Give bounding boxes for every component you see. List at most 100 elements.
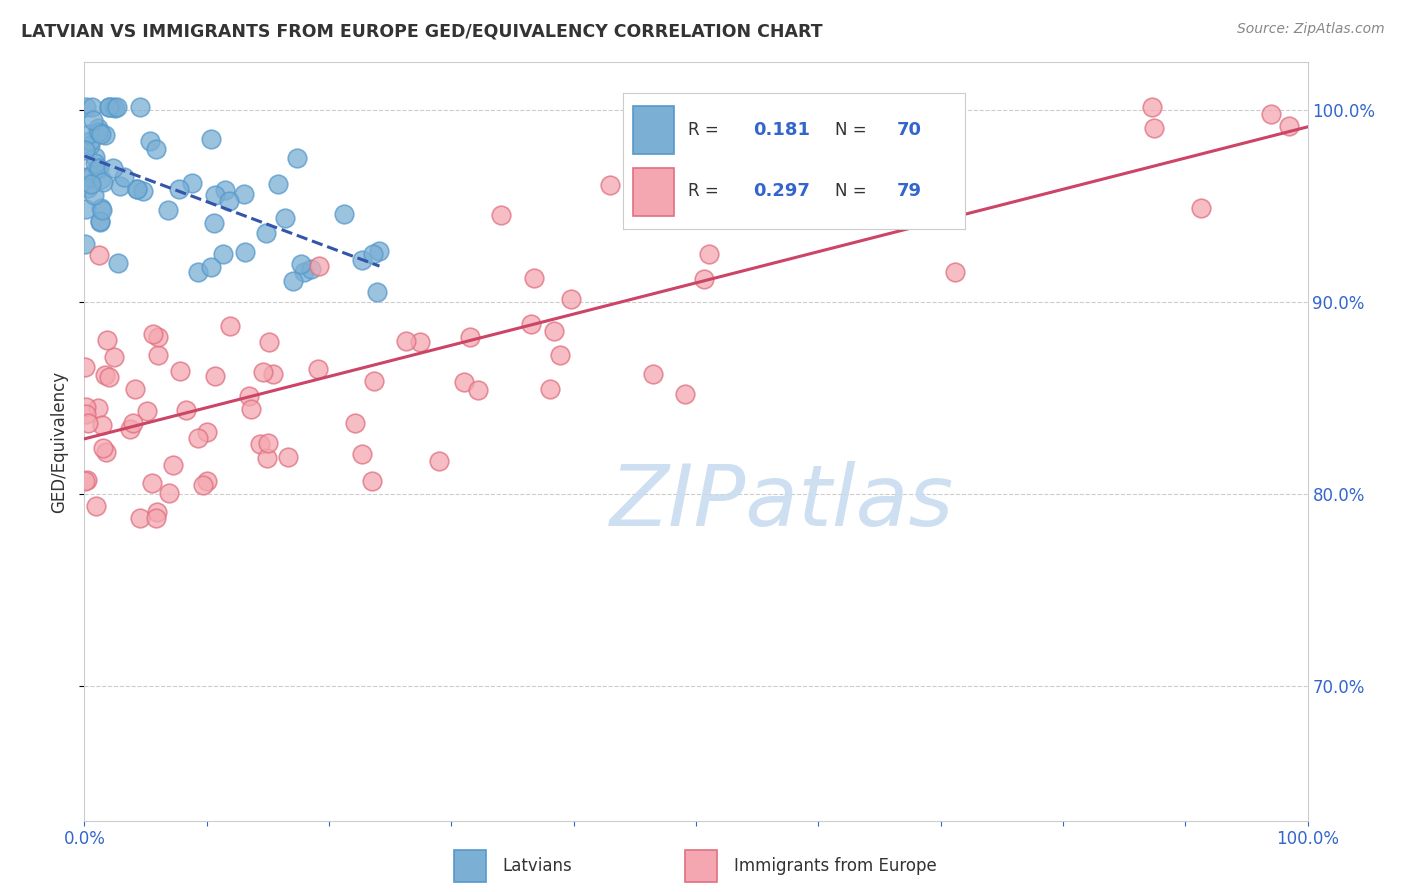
- Point: [86, 121, 108, 136]
- Point: [75, 202, 97, 217]
- Point: [252, 365, 274, 379]
- Point: [73, 236, 96, 251]
- Point: [283, 274, 305, 288]
- Point: [83, 156, 105, 170]
- Point: [360, 474, 382, 488]
- Point: [1140, 99, 1163, 113]
- Point: [127, 182, 149, 196]
- Point: [233, 186, 256, 201]
- Point: [101, 99, 124, 113]
- Point: [162, 458, 184, 473]
- Point: [395, 334, 418, 348]
- Point: [409, 334, 432, 349]
- Point: [75, 169, 97, 184]
- Point: [683, 210, 706, 224]
- Y-axis label: GED/Equivalency: GED/Equivalency: [51, 370, 69, 513]
- Point: [93, 128, 115, 142]
- Point: [90, 172, 112, 186]
- Point: [214, 183, 236, 197]
- Point: [76, 474, 98, 488]
- Point: [1189, 201, 1212, 215]
- Point: [458, 329, 481, 343]
- Point: [94, 445, 117, 459]
- Point: [548, 348, 571, 362]
- Point: [75, 99, 97, 113]
- Point: [238, 388, 260, 402]
- Point: [107, 256, 129, 270]
- Point: [267, 177, 290, 191]
- Point: [256, 451, 278, 466]
- Point: [89, 214, 111, 228]
- Point: [79, 137, 101, 152]
- Point: [1278, 119, 1301, 133]
- Point: [187, 265, 209, 279]
- Point: [624, 198, 647, 212]
- Point: [76, 181, 98, 195]
- Point: [132, 184, 155, 198]
- Point: [120, 422, 142, 436]
- Point: [200, 132, 222, 146]
- Point: [543, 325, 565, 339]
- Point: [91, 441, 114, 455]
- Point: [292, 265, 315, 279]
- Point: [290, 257, 312, 271]
- Point: [299, 262, 322, 277]
- Point: [101, 161, 124, 176]
- Point: [128, 99, 150, 113]
- Point: [145, 511, 167, 525]
- Point: [90, 201, 112, 215]
- Point: [159, 485, 181, 500]
- Point: [599, 178, 621, 193]
- Point: [343, 416, 366, 430]
- Point: [219, 318, 242, 333]
- Point: [73, 359, 96, 374]
- Point: [277, 450, 299, 464]
- Point: [200, 260, 222, 275]
- Point: [86, 499, 108, 513]
- Point: [427, 454, 450, 468]
- Point: [204, 188, 226, 202]
- Point: [146, 330, 169, 344]
- Point: [257, 335, 280, 350]
- Point: [519, 317, 541, 331]
- Point: [181, 176, 204, 190]
- Point: [211, 247, 233, 261]
- Point: [195, 425, 218, 440]
- Point: [89, 125, 111, 139]
- Point: [254, 226, 277, 240]
- Point: [363, 374, 385, 388]
- Point: [90, 202, 112, 217]
- Point: [350, 252, 373, 267]
- Point: [122, 416, 145, 430]
- Point: [82, 112, 104, 127]
- Point: [79, 127, 101, 141]
- Point: [1143, 121, 1166, 136]
- Point: [467, 383, 489, 397]
- Point: [75, 407, 97, 421]
- Point: [363, 247, 385, 261]
- Point: [174, 402, 197, 417]
- Point: [76, 416, 98, 430]
- Point: [87, 125, 110, 139]
- Point: [157, 202, 180, 217]
- Point: [103, 350, 125, 364]
- Point: [257, 436, 280, 450]
- Point: [453, 375, 475, 389]
- Point: [489, 208, 512, 222]
- Point: [73, 143, 96, 157]
- Point: [98, 99, 121, 113]
- Point: [560, 292, 582, 306]
- Point: [167, 182, 190, 196]
- Point: [86, 401, 108, 416]
- Point: [285, 151, 308, 165]
- Point: [104, 101, 127, 115]
- Point: [86, 161, 108, 176]
- Point: [91, 175, 114, 189]
- Point: [145, 142, 167, 156]
- Point: [643, 367, 665, 381]
- Point: [187, 431, 209, 445]
- Text: LATVIAN VS IMMIGRANTS FROM EUROPE GED/EQUIVALENCY CORRELATION CHART: LATVIAN VS IMMIGRANTS FROM EUROPE GED/EQ…: [21, 22, 823, 40]
- Point: [538, 383, 561, 397]
- Point: [112, 169, 135, 184]
- Point: [105, 99, 128, 113]
